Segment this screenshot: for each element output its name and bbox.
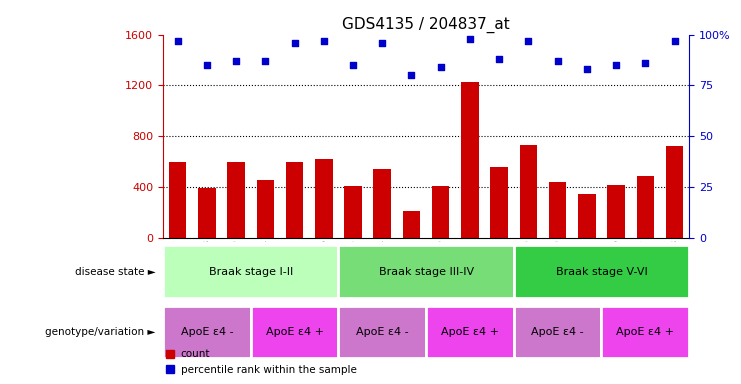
Text: Braak stage I-II: Braak stage I-II bbox=[208, 266, 293, 277]
Bar bbox=[345, 186, 362, 238]
Text: Braak stage V-VI: Braak stage V-VI bbox=[556, 266, 648, 277]
Bar bbox=[163, 306, 250, 358]
Point bbox=[610, 62, 622, 68]
Bar bbox=[578, 194, 596, 238]
Bar bbox=[608, 185, 625, 238]
Bar bbox=[315, 159, 333, 238]
Bar bbox=[402, 211, 420, 238]
Bar bbox=[256, 180, 274, 238]
Point bbox=[201, 62, 213, 68]
Point bbox=[318, 38, 330, 44]
Point bbox=[172, 38, 184, 44]
Bar bbox=[637, 176, 654, 238]
Point bbox=[259, 58, 271, 64]
Bar bbox=[250, 306, 339, 358]
Bar bbox=[198, 189, 216, 238]
Point bbox=[494, 56, 505, 62]
Bar bbox=[461, 82, 479, 238]
Point bbox=[464, 36, 476, 42]
Bar bbox=[519, 145, 537, 238]
Point bbox=[289, 40, 301, 46]
Text: ApoE ε4 +: ApoE ε4 + bbox=[265, 327, 324, 337]
Bar bbox=[227, 162, 245, 238]
Point bbox=[668, 38, 680, 44]
Text: ApoE ε4 -: ApoE ε4 - bbox=[531, 327, 584, 337]
Bar bbox=[665, 147, 683, 238]
Text: disease state ►: disease state ► bbox=[75, 266, 156, 277]
Text: genotype/variation ►: genotype/variation ► bbox=[45, 327, 156, 337]
Bar bbox=[339, 245, 514, 298]
Text: ApoE ε4 -: ApoE ε4 - bbox=[356, 327, 408, 337]
Point bbox=[551, 58, 563, 64]
Point bbox=[405, 72, 417, 78]
Legend: count, percentile rank within the sample: count, percentile rank within the sample bbox=[161, 345, 361, 379]
Point bbox=[376, 40, 388, 46]
Text: Braak stage III-IV: Braak stage III-IV bbox=[379, 266, 473, 277]
Point bbox=[639, 60, 651, 66]
Bar bbox=[491, 167, 508, 238]
Bar bbox=[549, 182, 566, 238]
Bar bbox=[169, 162, 187, 238]
Bar bbox=[514, 245, 689, 298]
Bar bbox=[373, 169, 391, 238]
Point bbox=[522, 38, 534, 44]
Bar bbox=[163, 245, 339, 298]
Bar bbox=[432, 186, 450, 238]
Bar bbox=[286, 162, 303, 238]
Text: ApoE ε4 +: ApoE ε4 + bbox=[617, 327, 674, 337]
Point bbox=[435, 64, 447, 70]
Point bbox=[347, 62, 359, 68]
Bar bbox=[514, 306, 602, 358]
Text: ApoE ε4 -: ApoE ε4 - bbox=[181, 327, 233, 337]
Bar bbox=[339, 306, 426, 358]
Bar bbox=[426, 306, 514, 358]
Point bbox=[581, 66, 593, 72]
Text: ApoE ε4 +: ApoE ε4 + bbox=[441, 327, 499, 337]
Point bbox=[230, 58, 242, 64]
Title: GDS4135 / 204837_at: GDS4135 / 204837_at bbox=[342, 17, 510, 33]
Bar bbox=[602, 306, 689, 358]
